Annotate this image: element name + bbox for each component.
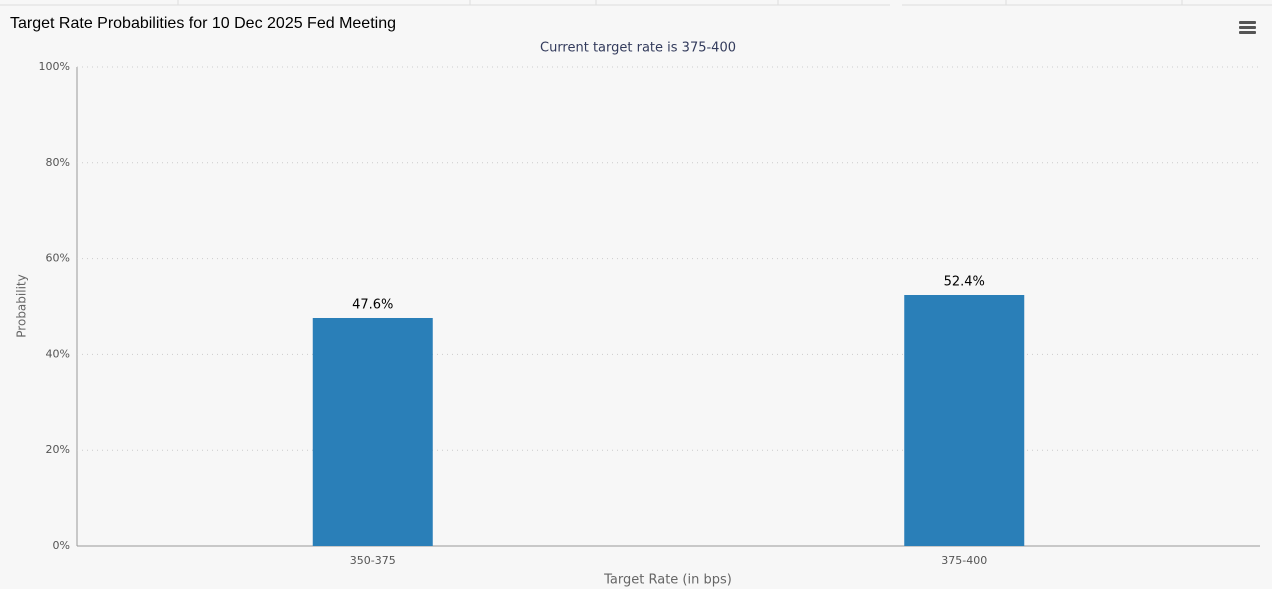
y-tick-label: 40% xyxy=(46,347,70,360)
y-tick-label: 0% xyxy=(53,539,70,552)
y-axis-label: Probability xyxy=(15,274,29,337)
y-tick-label: 20% xyxy=(46,443,70,456)
chart-subtitle: Current target rate is 375-400 xyxy=(540,41,736,56)
bar xyxy=(312,317,433,546)
y-tick-label: 80% xyxy=(46,156,70,169)
x-tick-label: 350-375 xyxy=(350,554,396,567)
data-label: 52.4% xyxy=(944,275,985,290)
data-label: 47.6% xyxy=(352,297,393,312)
chart-title: Target Rate Probabilities for 10 Dec 202… xyxy=(10,15,396,32)
y-tick-label: 60% xyxy=(46,252,70,265)
menu-button[interactable] xyxy=(1239,21,1256,34)
bar xyxy=(904,295,1025,546)
x-axis-label: Target Rate (in bps) xyxy=(603,573,732,588)
x-tick-label: 375-400 xyxy=(941,554,987,567)
top-tabs xyxy=(0,0,1272,6)
y-tick-label: 100% xyxy=(39,60,70,73)
